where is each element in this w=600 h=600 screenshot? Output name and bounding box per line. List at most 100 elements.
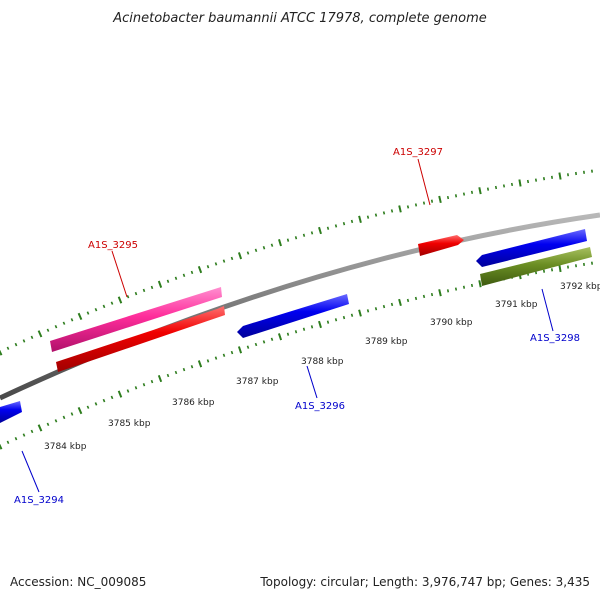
lower-ring-tick — [246, 345, 250, 349]
upper-ring-tick — [302, 233, 306, 237]
lower-ring-tick — [430, 292, 434, 297]
upper-ring-tick — [430, 199, 434, 203]
lower-ring-tick — [398, 298, 402, 307]
upper-ring-tick — [526, 179, 530, 184]
lower-ring-tick — [326, 320, 330, 324]
lower-ring-tick — [438, 289, 442, 297]
upper-ring-tick — [174, 276, 178, 280]
upper-ring-tick — [237, 252, 243, 260]
lower-ring-tick — [86, 405, 90, 409]
scale-label-3789: 3789 kbp — [365, 337, 408, 347]
topology-text: Topology: circular; Length: 3,976,747 bp… — [259, 575, 590, 589]
lower-ring-tick — [230, 350, 234, 355]
gene-A1S_3295-arrow[interactable] — [56, 306, 225, 372]
lower-ring-tick — [318, 320, 322, 329]
upper-ring-tick — [0, 349, 3, 356]
lower-ring-tick — [117, 390, 123, 398]
gene-label-A1S_3296[interactable]: A1S_3296 — [295, 401, 345, 412]
lower-ring-tick — [454, 287, 458, 291]
lower-ring-tick — [94, 402, 98, 406]
upper-ring-tick — [30, 335, 34, 340]
lower-ring-tick — [478, 280, 482, 288]
pink-feature-bar[interactable] — [50, 287, 222, 352]
upper-ring-tick — [14, 342, 18, 347]
upper-ring-tick — [126, 294, 130, 299]
upper-ring-tick — [110, 301, 114, 305]
upper-ring-tick — [374, 213, 378, 217]
gene-A1S_3298-arrow[interactable] — [476, 229, 587, 267]
upper-ring-tick — [542, 177, 546, 181]
lower-ring-tick — [237, 346, 243, 354]
upper-ring-tick — [334, 224, 338, 228]
gene-label-A1S_3298[interactable]: A1S_3298 — [530, 333, 580, 344]
lower-ring-tick — [382, 304, 386, 309]
upper-ring-tick — [246, 251, 250, 255]
upper-ring-tick — [254, 248, 258, 253]
upper-ring-tick — [462, 192, 466, 196]
upper-ring-tick — [358, 215, 362, 223]
upper-ring-tick — [157, 280, 163, 288]
gene-label-A1S_3297[interactable]: A1S_3297 — [393, 147, 443, 158]
upper-ring-tick — [438, 195, 442, 204]
gene-A1S_3296-arrow[interactable] — [237, 294, 349, 338]
upper-ring-tick — [454, 194, 458, 198]
upper-ring-tick — [142, 288, 146, 293]
upper-ring-tick — [197, 265, 203, 274]
lower-ring-tick — [37, 424, 43, 432]
scale-label-3791: 3791 kbp — [495, 300, 538, 310]
lower-ring-tick — [214, 356, 218, 360]
lower-ring-tick — [126, 389, 130, 393]
upper-tick-ring — [0, 169, 593, 356]
upper-ring-tick — [406, 205, 410, 209]
lower-ring-tick — [446, 289, 450, 293]
upper-ring-tick — [534, 178, 538, 182]
lower-ring-tick — [0, 443, 3, 450]
lower-ring-tick — [174, 370, 178, 375]
lower-ring-tick — [62, 415, 66, 420]
upper-ring-tick — [70, 318, 74, 322]
gene-label-A1S_3294[interactable]: A1S_3294 — [14, 495, 64, 506]
scale-label-3785: 3785 kbp — [108, 419, 151, 429]
lower-ring-tick — [197, 360, 203, 368]
lower-ring-tick — [134, 386, 138, 390]
scale-label-3787: 3787 kbp — [236, 377, 279, 387]
upper-ring-tick — [502, 184, 506, 188]
lower-ring-tick — [206, 359, 210, 363]
lower-ring-tick — [22, 433, 26, 437]
lower-ring-tick — [302, 327, 306, 331]
lower-ring-tick — [374, 307, 378, 311]
lower-ring-tick — [422, 294, 426, 299]
scale-label-3784: 3784 kbp — [44, 442, 87, 452]
upper-ring-tick — [222, 259, 226, 263]
upper-ring-tick — [446, 195, 450, 200]
lower-ring-tick — [70, 412, 74, 416]
gene-label-A1S_3295[interactable]: A1S_3295 — [88, 240, 138, 251]
lower-ring-tick — [342, 315, 346, 320]
upper-ring-tick — [398, 205, 402, 213]
lower-ring-tick — [366, 309, 370, 313]
lower-ring-tick — [277, 333, 283, 341]
upper-ring-tick — [270, 243, 274, 247]
gene-A1S_3297-arrow[interactable] — [418, 235, 464, 256]
upper-ring-tick — [94, 307, 98, 312]
lower-ring-tick — [470, 283, 474, 288]
upper-ring-tick — [77, 312, 83, 321]
upper-ring-tick — [214, 262, 218, 266]
map-title: Acinetobacter baumannii ATCC 17978, comp… — [112, 11, 487, 26]
upper-ring-tick — [182, 273, 186, 278]
lower-ring-tick — [558, 264, 562, 273]
lower-ring-tick — [334, 318, 338, 322]
scale-label-3788: 3788 kbp — [301, 357, 344, 367]
gene-A1S_3294-arrow[interactable] — [0, 401, 22, 423]
olive-feature-bar[interactable] — [480, 247, 592, 286]
upper-ring-tick — [390, 209, 394, 213]
leader-A1S_3298 — [541, 288, 554, 332]
upper-ring-tick — [286, 238, 290, 242]
lower-tick-ring — [0, 261, 593, 450]
upper-ring-tick — [230, 256, 234, 261]
lower-ring-tick — [157, 374, 163, 383]
upper-ring-tick — [326, 226, 330, 230]
upper-ring-tick — [166, 279, 170, 283]
lower-ring-tick — [358, 309, 362, 317]
